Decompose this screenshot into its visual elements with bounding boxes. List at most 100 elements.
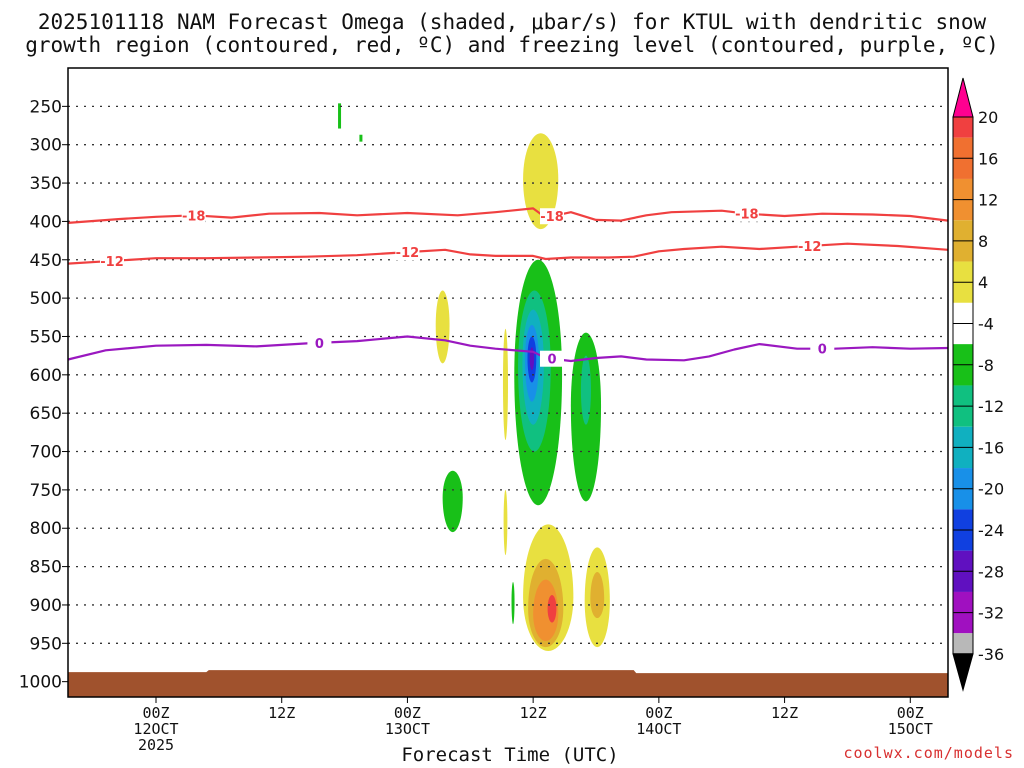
colorbar-band bbox=[953, 571, 973, 592]
colorbar-band bbox=[953, 282, 973, 303]
colorbar-band bbox=[953, 261, 973, 283]
chart-title-line-1: 2025101118 NAM Forecast Omega (shaded, μ… bbox=[37, 10, 987, 34]
colorbar-label: -36 bbox=[978, 645, 1004, 664]
x-tick-label: 2025 bbox=[138, 736, 174, 754]
colorbar-label: 8 bbox=[978, 232, 988, 251]
x-tick-label: 15OCT bbox=[888, 720, 933, 738]
x-tick-label: 00Z bbox=[142, 704, 169, 722]
contour-isotherm--12 bbox=[67, 242, 949, 265]
x-tick-label: 00Z bbox=[645, 704, 672, 722]
colorbar-bottom-arrow bbox=[952, 653, 974, 692]
colorbar-band bbox=[953, 323, 973, 345]
colorbar-label: -4 bbox=[978, 315, 994, 334]
contour-label-bg bbox=[181, 207, 206, 224]
colorbar-band bbox=[953, 447, 973, 469]
contour-label: -18 bbox=[182, 209, 206, 224]
x-tick-label: 12Z bbox=[268, 704, 295, 722]
y-tick-label: 350 bbox=[30, 174, 62, 194]
colorbar-band bbox=[953, 488, 973, 510]
omega-shading-layer bbox=[338, 103, 610, 651]
colorbar-band bbox=[953, 406, 973, 427]
contour-label: 0 bbox=[315, 337, 324, 352]
colorbar-band bbox=[953, 199, 973, 221]
omega-thin-yellow-1 bbox=[502, 328, 508, 441]
colorbar-label: -32 bbox=[978, 604, 1004, 623]
colorbar-label: -8 bbox=[978, 356, 994, 375]
colorbar-band bbox=[953, 344, 973, 365]
colorbar-label: -16 bbox=[978, 438, 1004, 457]
colorbar-label: -20 bbox=[978, 480, 1004, 499]
axes: 250 300 350 400 450 500 550 600 650 700 750 800 850 9… bbox=[19, 67, 949, 754]
colorbar-band bbox=[953, 591, 973, 613]
contour-label: -12 bbox=[798, 240, 822, 255]
colorbar-band bbox=[953, 550, 973, 572]
contour-label-bg bbox=[734, 205, 759, 222]
omega-lowlevel-orange-3 bbox=[590, 571, 605, 618]
colorbar-band bbox=[953, 117, 973, 138]
y-tick-label: 1000 bbox=[19, 673, 62, 693]
colorbar-band bbox=[953, 178, 973, 200]
colorbar: 20 16 12 8 4 -4 -8 -12 -16 -20 -24 -28 -32 -36 bbox=[952, 77, 1004, 692]
contour-label-bg bbox=[100, 252, 124, 269]
surface-terrain bbox=[68, 670, 948, 697]
colorbar-band bbox=[953, 612, 973, 634]
contour-label-bg bbox=[810, 340, 835, 357]
contour-label: 0 bbox=[818, 343, 827, 358]
omega-thin-yellow-2 bbox=[503, 489, 508, 556]
colorbar-band bbox=[953, 364, 973, 386]
y-tick-label: 250 bbox=[30, 97, 62, 117]
x-tick-label: 00Z bbox=[897, 704, 924, 722]
colorbar-band bbox=[953, 509, 973, 530]
omega-upward-plume-upper bbox=[523, 133, 559, 230]
omega-speck-2 bbox=[359, 134, 363, 142]
contour-label-bg bbox=[307, 334, 332, 351]
y-tick-label: 300 bbox=[30, 136, 62, 156]
colorbar-band bbox=[953, 530, 973, 551]
contour-label-bg bbox=[540, 350, 564, 367]
y-tick-label: 750 bbox=[30, 481, 62, 501]
colorbar-label: -24 bbox=[978, 521, 1004, 540]
plot-frame bbox=[67, 67, 949, 698]
contour-label: -12 bbox=[396, 246, 420, 261]
y-tick-label: 950 bbox=[30, 634, 62, 654]
x-tick-label: 14OCT bbox=[636, 720, 681, 738]
colorbar-label: 20 bbox=[978, 108, 998, 127]
contour-label: 0 bbox=[547, 353, 556, 368]
credit-link[interactable]: coolwx.com/models bbox=[843, 744, 1014, 762]
y-tick-label: 500 bbox=[30, 289, 62, 309]
omega-small-yellow-mid bbox=[435, 290, 450, 364]
contour-label: -12 bbox=[100, 255, 124, 270]
omega-secondary-teal bbox=[580, 355, 591, 425]
omega-lowlevel-red bbox=[547, 594, 557, 623]
x-axis-title: Forecast Time (UTC) bbox=[401, 744, 619, 766]
contour-label-bg bbox=[797, 237, 822, 254]
y-tick-label: 800 bbox=[30, 519, 62, 539]
x-tick-label: 12OCT bbox=[133, 720, 178, 738]
omega-small-green-low bbox=[442, 470, 463, 533]
y-tick-label: 450 bbox=[30, 251, 62, 271]
colorbar-band bbox=[953, 137, 973, 159]
colorbar-top-arrow bbox=[952, 77, 974, 118]
colorbar-band bbox=[953, 385, 973, 407]
contour-label: -18 bbox=[735, 208, 759, 223]
y-tick-label: 700 bbox=[30, 443, 62, 463]
y-tick-label: 400 bbox=[30, 212, 62, 232]
contour-label-bg bbox=[395, 244, 420, 261]
chart-title-line-2: growth region (contoured, red, ºC) and f… bbox=[25, 33, 999, 57]
colorbar-band bbox=[953, 220, 973, 241]
omega-thin-green bbox=[511, 581, 515, 625]
omega-speck-1 bbox=[338, 103, 342, 129]
y-tick-label: 850 bbox=[30, 558, 62, 578]
y-tick-label: 600 bbox=[30, 366, 62, 386]
colorbar-label: -28 bbox=[978, 562, 1004, 581]
y-tick-label: 550 bbox=[30, 327, 62, 347]
colorbar-band bbox=[953, 158, 973, 179]
x-tick-label: 12Z bbox=[771, 704, 798, 722]
y-tick-label: 900 bbox=[30, 596, 62, 616]
gridlines bbox=[68, 105, 948, 683]
y-tick-label: 650 bbox=[30, 404, 62, 424]
colorbar-label: 16 bbox=[978, 149, 998, 168]
colorbar-label: -12 bbox=[978, 397, 1004, 416]
colorbar-band bbox=[953, 426, 973, 448]
